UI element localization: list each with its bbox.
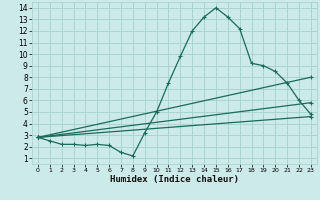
X-axis label: Humidex (Indice chaleur): Humidex (Indice chaleur): [110, 175, 239, 184]
